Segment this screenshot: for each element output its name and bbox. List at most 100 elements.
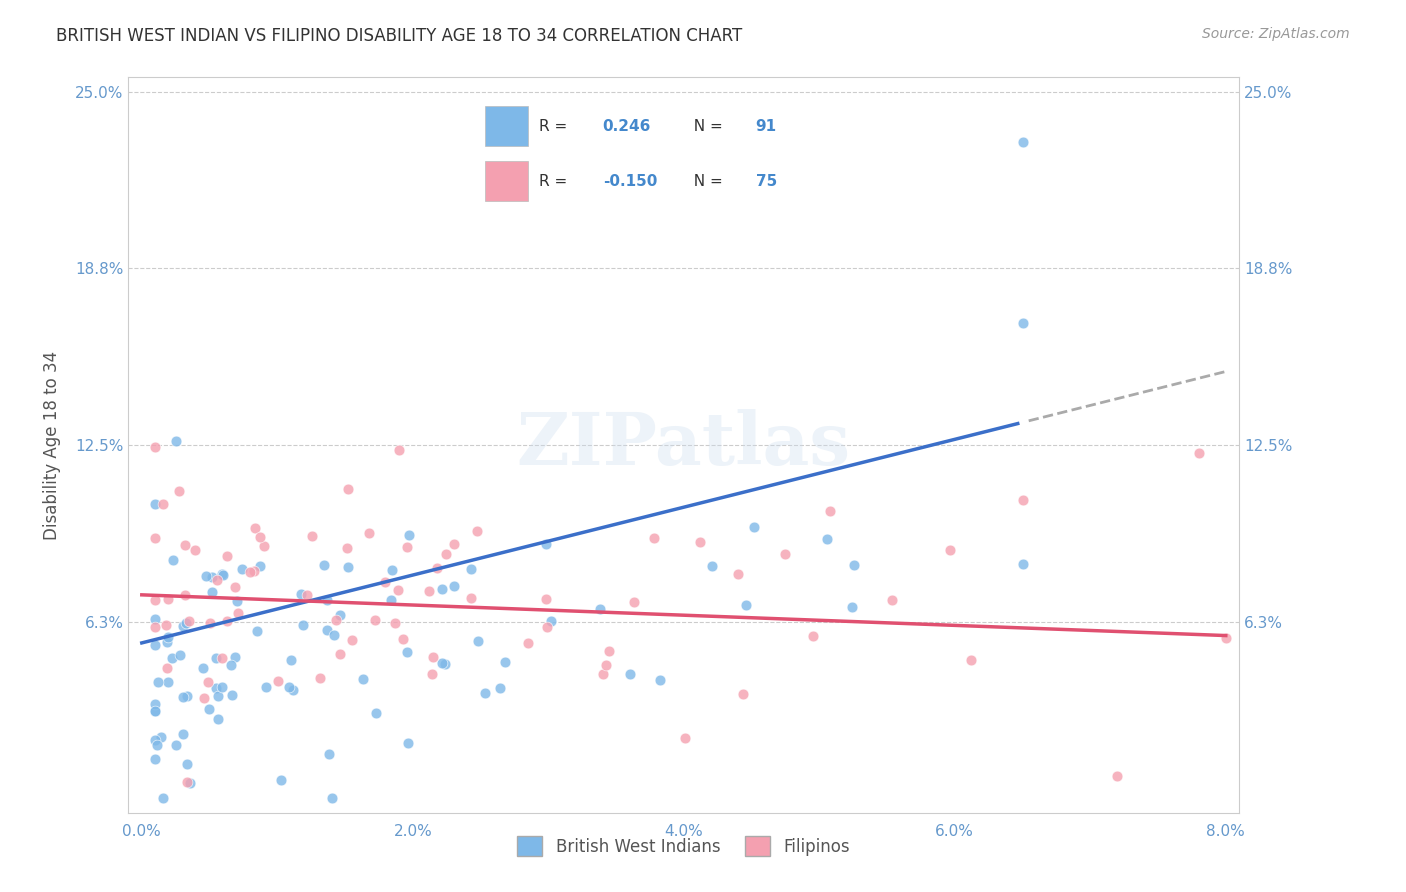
Filipinos <box>689 535 711 549</box>
British West Indians <box>149 730 172 744</box>
British West Indians <box>467 634 489 648</box>
British West Indians <box>842 558 865 573</box>
Filipinos <box>623 594 645 608</box>
British West Indians <box>201 569 224 583</box>
Y-axis label: Disability Age 18 to 34: Disability Age 18 to 34 <box>44 351 60 540</box>
British West Indians <box>540 615 562 629</box>
Text: ZIPatlas: ZIPatlas <box>517 409 851 481</box>
Filipinos <box>643 531 665 545</box>
British West Indians <box>204 650 226 665</box>
Filipinos <box>252 539 274 553</box>
Filipinos <box>426 560 449 574</box>
Filipinos <box>384 616 406 631</box>
Filipinos <box>443 536 465 550</box>
British West Indians <box>815 532 838 546</box>
British West Indians <box>172 690 194 704</box>
Filipinos <box>460 591 482 605</box>
Filipinos <box>359 525 381 540</box>
British West Indians <box>143 732 166 747</box>
British West Indians <box>434 657 457 672</box>
British West Indians <box>735 598 758 612</box>
Filipinos <box>143 440 166 454</box>
Filipinos <box>882 592 904 607</box>
Filipinos <box>340 633 363 648</box>
British West Indians <box>280 653 302 667</box>
British West Indians <box>460 561 482 575</box>
British West Indians <box>211 680 233 694</box>
British West Indians <box>143 497 166 511</box>
British West Indians <box>281 683 304 698</box>
Filipinos <box>363 613 385 627</box>
British West Indians <box>588 602 610 616</box>
British West Indians <box>1011 136 1033 150</box>
Filipinos <box>167 483 190 498</box>
Filipinos <box>173 588 195 602</box>
British West Indians <box>172 619 194 633</box>
Filipinos <box>297 588 319 602</box>
Filipinos <box>673 731 696 745</box>
Filipinos <box>156 592 179 607</box>
Filipinos <box>242 565 264 579</box>
Filipinos <box>534 591 557 606</box>
British West Indians <box>204 681 226 695</box>
British West Indians <box>323 628 346 642</box>
Filipinos <box>267 673 290 688</box>
British West Indians <box>226 593 249 607</box>
Filipinos <box>156 661 179 675</box>
Filipinos <box>388 443 411 458</box>
British West Indians <box>176 689 198 703</box>
Filipinos <box>420 666 443 681</box>
British West Indians <box>195 569 218 583</box>
British West Indians <box>191 661 214 675</box>
Legend: British West Indians, Filipinos: British West Indians, Filipinos <box>510 830 856 863</box>
Filipinos <box>143 592 166 607</box>
Filipinos <box>465 524 488 538</box>
British West Indians <box>165 434 187 449</box>
British West Indians <box>337 559 360 574</box>
Filipinos <box>731 687 754 701</box>
British West Indians <box>321 791 343 805</box>
British West Indians <box>398 528 420 542</box>
British West Indians <box>1011 557 1033 571</box>
Filipinos <box>215 549 238 563</box>
British West Indians <box>146 739 169 753</box>
Filipinos <box>173 538 195 552</box>
British West Indians <box>172 727 194 741</box>
Filipinos <box>598 644 620 658</box>
Text: Source: ZipAtlas.com: Source: ZipAtlas.com <box>1202 27 1350 41</box>
Filipinos <box>239 566 262 580</box>
British West Indians <box>270 773 292 788</box>
Filipinos <box>1011 492 1033 507</box>
Filipinos <box>243 521 266 535</box>
Filipinos <box>224 581 246 595</box>
British West Indians <box>207 712 229 726</box>
Filipinos <box>176 775 198 789</box>
Filipinos <box>418 583 440 598</box>
Filipinos <box>396 541 419 555</box>
British West Indians <box>494 656 516 670</box>
British West Indians <box>619 667 641 681</box>
British West Indians <box>474 685 496 699</box>
British West Indians <box>246 624 269 638</box>
British West Indians <box>254 680 277 694</box>
British West Indians <box>432 582 454 597</box>
Text: BRITISH WEST INDIAN VS FILIPINO DISABILITY AGE 18 TO 34 CORRELATION CHART: BRITISH WEST INDIAN VS FILIPINO DISABILI… <box>56 27 742 45</box>
British West Indians <box>700 559 723 574</box>
Filipinos <box>226 606 249 620</box>
Filipinos <box>960 653 983 667</box>
Filipinos <box>1215 631 1237 645</box>
British West Indians <box>198 702 221 716</box>
British West Indians <box>145 704 167 718</box>
Filipinos <box>309 671 332 685</box>
British West Indians <box>381 563 404 577</box>
British West Indians <box>648 673 671 687</box>
Filipinos <box>249 530 271 544</box>
British West Indians <box>176 757 198 772</box>
British West Indians <box>290 586 312 600</box>
British West Indians <box>316 593 339 607</box>
British West Indians <box>174 616 197 631</box>
British West Indians <box>841 600 863 615</box>
Filipinos <box>1188 446 1211 460</box>
British West Indians <box>364 706 387 720</box>
Filipinos <box>392 632 415 646</box>
